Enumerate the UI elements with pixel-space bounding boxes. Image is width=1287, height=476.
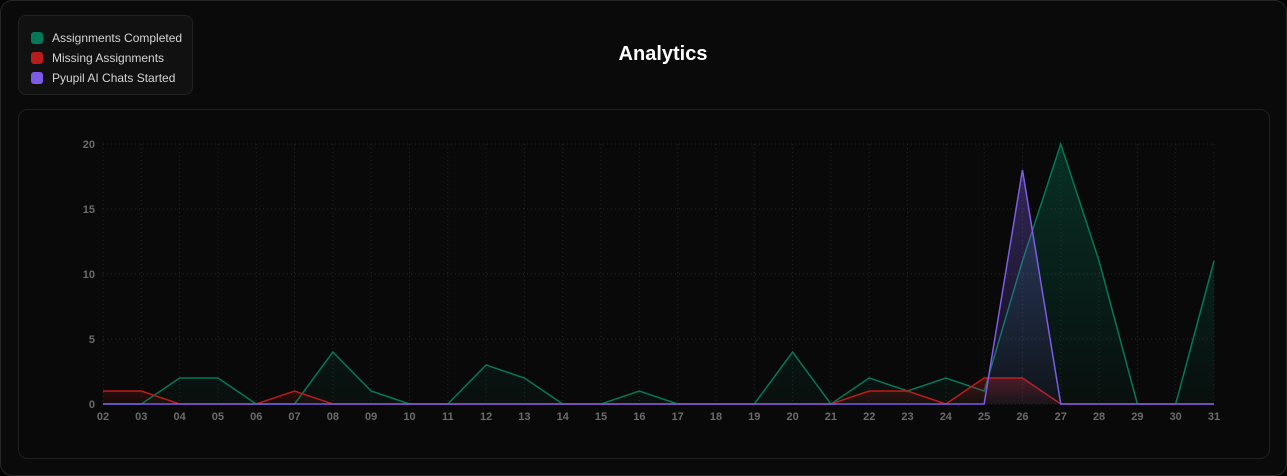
legend-swatch-ai-chats-started — [31, 72, 43, 84]
legend-label: Assignments Completed — [52, 31, 183, 45]
x-tick-label: 24 — [940, 411, 953, 423]
legend-swatch-assignments-completed — [31, 32, 43, 44]
legend-label: Pyupil AI Chats Started — [52, 71, 176, 85]
x-tick-label: 22 — [863, 411, 875, 423]
x-tick-label: 12 — [480, 411, 492, 423]
chart-legend: Assignments Completed Missing Assignment… — [18, 15, 193, 95]
y-tick-label: 15 — [83, 204, 95, 216]
x-tick-label: 28 — [1093, 411, 1105, 423]
legend-swatch-missing-assignments — [31, 52, 43, 64]
y-tick-label: 20 — [83, 139, 95, 151]
x-tick-label: 26 — [1016, 411, 1028, 423]
x-tick-label: 21 — [825, 411, 837, 423]
legend-item-missing-assignments[interactable]: Missing Assignments — [31, 48, 192, 68]
x-tick-label: 20 — [786, 411, 798, 423]
x-tick-label: 30 — [1170, 411, 1182, 423]
x-tick-label: 27 — [1055, 411, 1067, 423]
x-tick-label: 05 — [212, 411, 224, 423]
legend-label: Missing Assignments — [52, 51, 165, 65]
y-tick-label: 10 — [83, 269, 95, 281]
chart-title: Analytics — [618, 43, 708, 65]
x-tick-label: 18 — [710, 411, 722, 423]
y-tick-label: 5 — [89, 334, 95, 346]
x-tick-label: 04 — [173, 411, 186, 423]
x-tick-label: 11 — [442, 411, 454, 423]
y-tick-label: 0 — [89, 399, 95, 411]
x-tick-label: 16 — [633, 411, 645, 423]
x-tick-label: 29 — [1131, 411, 1143, 423]
series-line-2 — [103, 169, 1214, 405]
x-tick-label: 10 — [403, 411, 415, 423]
x-tick-label: 13 — [518, 411, 530, 423]
x-tick-label: 17 — [672, 411, 684, 423]
x-tick-label: 15 — [595, 411, 607, 423]
x-tick-label: 06 — [250, 411, 262, 423]
legend-item-assignments-completed[interactable]: Assignments Completed — [31, 28, 192, 48]
x-tick-label: 03 — [135, 411, 147, 423]
legend-item-ai-chats-started[interactable]: Pyupil AI Chats Started — [31, 68, 192, 88]
x-tick-label: 23 — [901, 411, 913, 423]
x-tick-label: 19 — [748, 411, 760, 423]
x-tick-label: 07 — [288, 411, 300, 423]
x-tick-label: 02 — [97, 411, 109, 423]
x-tick-label: 09 — [365, 411, 377, 423]
x-tick-label: 31 — [1208, 411, 1220, 423]
x-tick-label: 25 — [978, 411, 990, 423]
x-tick-label: 14 — [557, 411, 570, 423]
x-tick-label: 08 — [327, 411, 339, 423]
